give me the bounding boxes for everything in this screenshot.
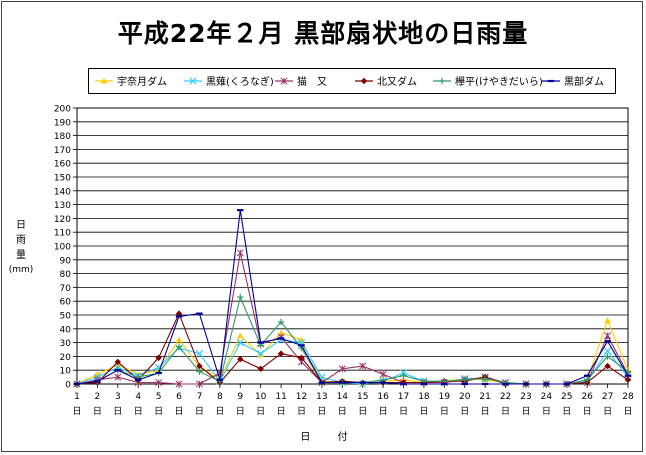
legend-marker — [280, 77, 288, 85]
legend-item: 黒薙(くろなぎ) — [184, 75, 274, 88]
legend-item: 欅平(けやきだいら) — [433, 76, 543, 88]
legend-label: 欅平(けやきだいら) — [455, 76, 543, 88]
legend-marker — [100, 77, 108, 84]
legend-item: 北又ダム — [355, 75, 417, 88]
legend-label: 宇奈月ダム — [117, 75, 167, 88]
y-axis-label: 日雨量 (mm) — [8, 220, 34, 275]
legend-label: 黒部ダム — [564, 75, 604, 88]
legend-item: 猫 又 — [275, 75, 327, 88]
chart-legend: 宇奈月ダム 黒薙(くろなぎ) 猫 又 北又ダム 欅平(けやきだいら) 黒部ダム — [88, 68, 616, 94]
legend-marker — [189, 77, 197, 85]
legend-label: 黒薙(くろなぎ) — [206, 75, 274, 88]
legend-label: 猫 又 — [297, 75, 327, 88]
legend-item: 黒部ダム — [542, 75, 604, 88]
legend-item: 宇奈月ダム — [95, 75, 167, 88]
x-axis-label: 日 付 — [300, 432, 360, 443]
legend-label: 北又ダム — [377, 75, 417, 88]
chart-title: 平成22年２月 黒部扇状地の日雨量 — [117, 19, 529, 48]
legend-marker — [360, 77, 368, 85]
legend-marker — [438, 77, 446, 85]
